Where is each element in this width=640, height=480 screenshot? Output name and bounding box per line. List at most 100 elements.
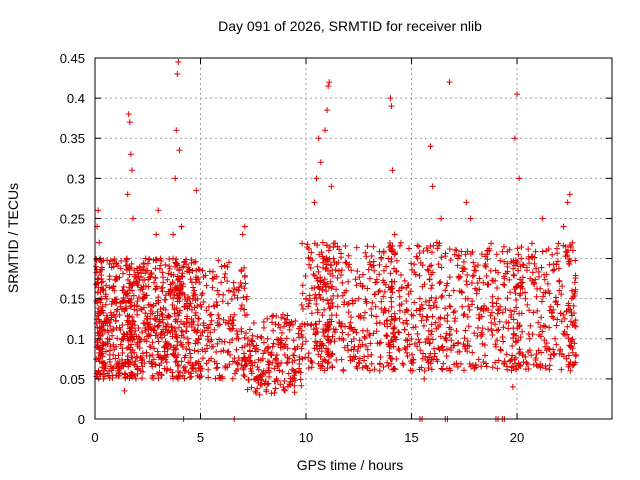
data-point [299, 355, 306, 362]
data-point [295, 330, 302, 337]
data-point [467, 215, 474, 222]
data-point [389, 167, 396, 174]
data-point [116, 274, 123, 281]
data-point [341, 289, 348, 296]
data-point [175, 276, 182, 283]
data-point [538, 314, 545, 321]
data-point [540, 322, 547, 329]
data-point [225, 348, 232, 355]
data-point [540, 293, 547, 300]
data-point [568, 336, 575, 343]
data-point [119, 322, 126, 329]
data-point [518, 244, 525, 251]
data-point [300, 306, 307, 313]
data-point [249, 332, 256, 339]
data-point [538, 298, 545, 305]
data-point [376, 319, 383, 326]
data-point [98, 346, 105, 353]
data-point [542, 343, 549, 350]
data-point [191, 304, 198, 311]
data-point [175, 312, 182, 319]
data-point [488, 309, 495, 316]
data-point [439, 292, 446, 299]
data-point [502, 306, 509, 313]
data-point [187, 276, 194, 283]
data-point [160, 279, 167, 286]
data-point [202, 272, 209, 279]
data-point [556, 287, 563, 294]
data-point [308, 310, 315, 317]
data-point [372, 303, 379, 310]
data-point [195, 274, 202, 281]
data-point [162, 261, 169, 268]
data-point [224, 263, 231, 270]
data-point [494, 337, 501, 344]
data-point [555, 240, 562, 247]
data-point [169, 280, 176, 287]
data-point [99, 342, 106, 349]
data-point [220, 316, 227, 323]
data-point [316, 291, 323, 298]
data-point [471, 263, 478, 270]
data-point [155, 338, 162, 345]
data-point [456, 348, 463, 355]
data-point [532, 248, 539, 255]
grid-lines [95, 58, 612, 419]
data-point [329, 303, 336, 310]
data-point [517, 362, 524, 369]
data-point [128, 325, 135, 332]
data-point [428, 321, 435, 328]
data-point [504, 366, 511, 373]
data-point [553, 322, 560, 329]
data-point [225, 287, 232, 294]
data-point [547, 303, 554, 310]
y-tick-label: 0 [78, 412, 85, 427]
data-point [480, 359, 487, 366]
data-point [192, 309, 199, 316]
data-point [173, 127, 180, 134]
data-point [404, 353, 411, 360]
data-point [377, 339, 384, 346]
data-point [428, 262, 435, 269]
data-point [231, 370, 238, 377]
data-point [180, 334, 187, 341]
data-point [188, 373, 195, 380]
data-point [388, 258, 395, 265]
data-point [308, 249, 315, 256]
data-point [426, 263, 433, 270]
data-point [158, 372, 165, 379]
data-point [137, 305, 144, 312]
data-point [222, 270, 229, 277]
data-point [564, 247, 571, 254]
data-point [207, 312, 214, 319]
data-point [421, 281, 428, 288]
data-point [429, 313, 436, 320]
data-point [233, 367, 240, 374]
data-point [543, 340, 550, 347]
data-point [220, 291, 227, 298]
data-point [421, 367, 428, 374]
data-point [553, 341, 560, 348]
data-point [362, 249, 369, 256]
data-point [472, 267, 479, 274]
data-point [124, 290, 131, 297]
data-point [564, 323, 571, 330]
data-point [228, 296, 235, 303]
data-point [413, 307, 420, 314]
data-point [451, 318, 458, 325]
data-point [227, 313, 234, 320]
data-point [393, 268, 400, 275]
data-point [488, 240, 495, 247]
data-point [139, 329, 146, 336]
data-point [519, 328, 526, 335]
data-point [245, 336, 252, 343]
data-point [298, 382, 305, 389]
data-point [187, 300, 194, 307]
data-point [427, 340, 434, 347]
data-point [401, 344, 408, 351]
data-point [532, 356, 539, 363]
data-point [169, 369, 176, 376]
data-point [198, 365, 205, 372]
data-point [234, 360, 241, 367]
data-point [141, 360, 148, 367]
